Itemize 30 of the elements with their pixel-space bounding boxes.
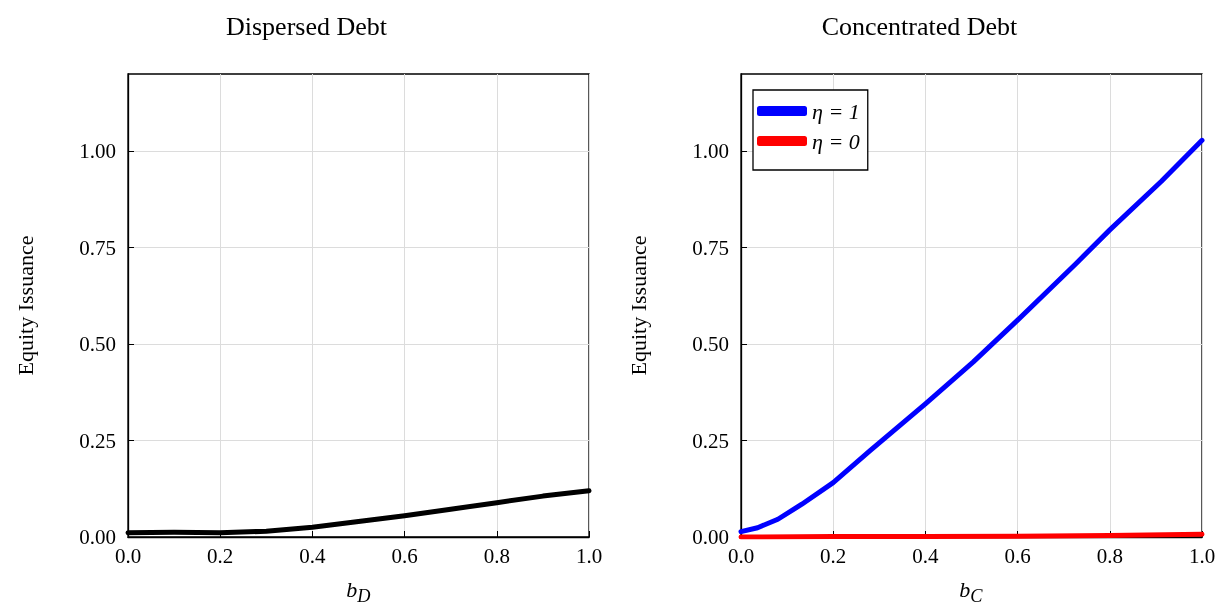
x-tick-label: 0.6 — [1003, 543, 1031, 568]
x-tick-label: 0.2 — [207, 543, 234, 568]
y-tick-label: 0.00 — [79, 525, 116, 549]
y-tick-label: 0.25 — [79, 428, 116, 453]
x-tick-label: 0.4 — [299, 543, 327, 568]
x-tick-label: 0.2 — [819, 543, 846, 568]
y-tick-label: 1.00 — [691, 139, 729, 164]
y-tick-label: 0.25 — [691, 428, 729, 453]
y-tick-label: 0.50 — [79, 332, 116, 357]
y-tick-label: 0.75 — [691, 235, 729, 260]
x-tick-label: 0.6 — [391, 543, 418, 568]
chart-title: Dispersed Debt — [225, 11, 388, 41]
y-tick-label: 0.75 — [79, 235, 116, 260]
x-tick-label: 0.8 — [1096, 543, 1123, 568]
legend-label: η = 0 — [811, 128, 860, 154]
y-tick-label: 0.50 — [691, 332, 729, 357]
y-axis-title: Equity Issuance — [625, 235, 650, 376]
x-tick-label: 0.4 — [911, 543, 939, 568]
x-tick-label: 1.0 — [1188, 543, 1215, 568]
chart-title: Concentrated Debt — [821, 11, 1018, 41]
x-tick-label: 0.8 — [483, 543, 510, 568]
y-tick-label: 1.00 — [79, 139, 116, 164]
x-axis-title: b$_{D}$ — [345, 577, 372, 608]
x-tick-label: 1.0 — [575, 543, 603, 568]
legend-label: η = 1 — [811, 98, 860, 124]
y-tick-label: 0.00 — [691, 525, 729, 549]
x-tick-label: 0.0 — [727, 543, 754, 568]
x-axis-title: b$_{C}$ — [958, 577, 984, 608]
x-tick-label: 0.0 — [114, 543, 142, 568]
y-axis-title: Equity Issuance — [12, 235, 38, 376]
